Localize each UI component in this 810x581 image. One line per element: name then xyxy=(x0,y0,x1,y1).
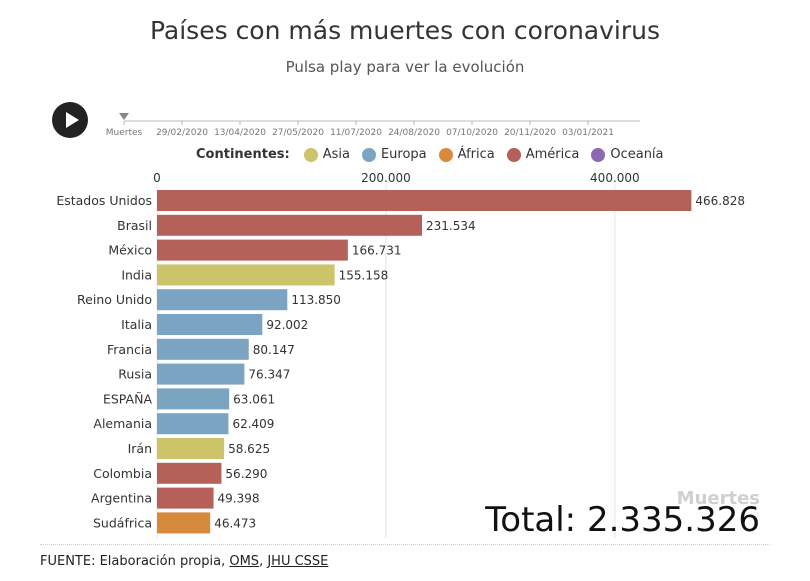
source-separator: , xyxy=(259,554,268,569)
timeline-label: 07/10/2020 xyxy=(446,128,498,138)
category-label: Sudáfrica xyxy=(93,515,152,530)
legend-item-asia[interactable]: Asia xyxy=(303,147,350,162)
timeline-slider[interactable]: Muertes 29/02/2020 13/04/2020 27/05/2020 11/… xyxy=(100,108,660,140)
chart-title: Países con más muertes con coronavirus xyxy=(149,16,661,45)
legend-title: Continentes: xyxy=(196,147,290,162)
category-label: Argentina xyxy=(91,491,152,506)
category-label: Francia xyxy=(107,342,152,357)
timeline-label: 24/08/2020 xyxy=(388,128,440,138)
bar[interactable] xyxy=(157,338,249,360)
legend-item-america[interactable]: América xyxy=(506,147,580,162)
value-label: 466.828 xyxy=(695,194,745,208)
category-label: Brasil xyxy=(117,218,152,233)
timeline-label: 13/04/2020 xyxy=(214,128,266,138)
bar[interactable] xyxy=(157,388,230,410)
legend-label-europa: Europa xyxy=(380,147,427,162)
category-label: Rusia xyxy=(118,367,152,382)
bar[interactable] xyxy=(157,487,214,509)
timeline-label: Muertes xyxy=(106,128,143,138)
legend-dot-america xyxy=(506,147,521,162)
category-label: Reino Unido xyxy=(77,292,152,307)
timeline-label: 11/07/2020 xyxy=(330,128,382,138)
x-tick-label: 0 xyxy=(153,171,161,185)
legend-label-america: América xyxy=(525,147,580,162)
value-label: 63.061 xyxy=(233,392,275,406)
value-label: 46.473 xyxy=(214,516,256,530)
value-label: 80.147 xyxy=(253,343,295,357)
source-note: FUENTE: Elaboración propia, OMS, JHU CSS… xyxy=(40,554,328,569)
total-value: Total: 2.335.326 xyxy=(485,500,760,540)
value-label: 56.290 xyxy=(225,467,267,481)
bar[interactable] xyxy=(157,289,288,311)
play-button[interactable] xyxy=(52,102,88,138)
bar[interactable] xyxy=(157,239,348,261)
timeline-label: 20/11/2020 xyxy=(504,128,556,138)
legend-item-oceania[interactable]: Oceanía xyxy=(591,147,664,162)
x-tick-label: 200.000 xyxy=(361,171,411,185)
category-label: ESPAÑA xyxy=(103,391,152,406)
bar[interactable] xyxy=(157,413,229,435)
source-divider xyxy=(40,544,770,545)
total-label: Muertes xyxy=(676,488,760,509)
timeline-label: 29/02/2020 xyxy=(156,128,208,138)
legend-label-africa: África xyxy=(457,147,495,162)
category-label: Colombia xyxy=(93,466,152,481)
category-label: Alemania xyxy=(93,416,152,431)
bar[interactable] xyxy=(157,512,211,534)
legend-label-oceania: Oceanía xyxy=(610,147,664,162)
category-label: Irán xyxy=(128,441,152,456)
bar[interactable] xyxy=(157,438,225,459)
legend-dot-africa xyxy=(438,147,453,162)
timeline-label: 27/05/2020 xyxy=(272,128,324,138)
legend-dot-europa xyxy=(361,147,376,162)
play-icon xyxy=(66,112,79,128)
value-label: 49.398 xyxy=(218,492,260,506)
category-label: India xyxy=(121,267,152,282)
legend-item-africa[interactable]: África xyxy=(438,147,495,162)
source-link-oms[interactable]: OMS xyxy=(229,554,260,569)
value-label: 231.534 xyxy=(426,219,476,233)
category-label: México xyxy=(108,243,152,258)
value-label: 155.158 xyxy=(339,268,389,282)
bar[interactable] xyxy=(157,264,335,286)
bar[interactable] xyxy=(157,314,263,335)
value-label: 76.347 xyxy=(248,368,290,382)
legend-item-europa[interactable]: Europa xyxy=(361,147,427,162)
value-label: 113.850 xyxy=(291,293,341,307)
timeline-label: 03/01/2021 xyxy=(562,128,614,138)
bar[interactable] xyxy=(157,462,222,484)
category-label: Italia xyxy=(121,317,152,332)
chart-subtitle: Pulsa play para ver la evolución xyxy=(285,58,525,76)
source-prefix: FUENTE: Elaboración propia, xyxy=(40,554,230,569)
value-label: 62.409 xyxy=(232,417,274,431)
bar[interactable] xyxy=(157,190,692,211)
x-tick-label: 400.000 xyxy=(590,171,640,185)
bar-chart: 0 200.000 400.000 Estados Unidos 466.828 Bras… xyxy=(56,171,745,538)
value-label: 92.002 xyxy=(266,318,308,332)
bar[interactable] xyxy=(157,363,245,385)
timeline-handle[interactable] xyxy=(119,113,129,120)
source-link-jhu[interactable]: JHU CSSE xyxy=(267,554,329,569)
legend-label-asia: Asia xyxy=(322,147,350,162)
value-label: 166.731 xyxy=(352,244,402,258)
category-label: Estados Unidos xyxy=(56,193,152,208)
legend-dot-oceania xyxy=(591,147,606,162)
legend: Continentes: Asia Europa África América … xyxy=(196,147,676,162)
bar[interactable] xyxy=(157,214,423,236)
legend-dot-asia xyxy=(303,147,318,162)
value-label: 58.625 xyxy=(228,442,270,456)
